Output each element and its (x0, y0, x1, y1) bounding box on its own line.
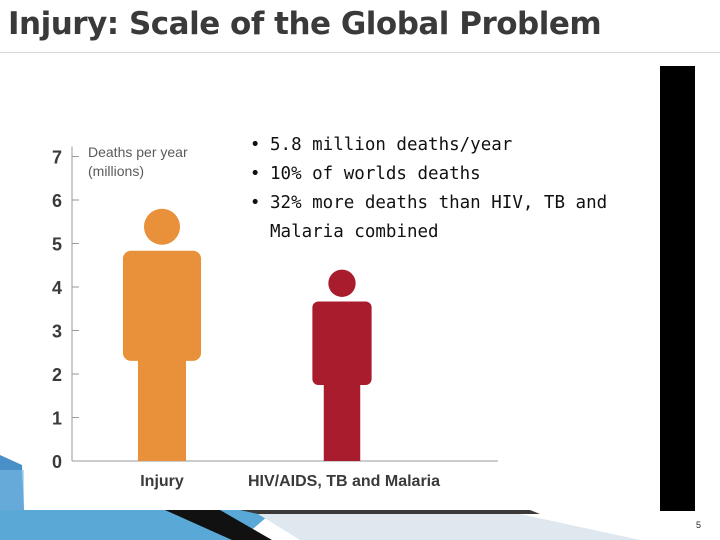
y-tick-label: 7 (52, 148, 62, 168)
decor-blue-light (0, 470, 24, 510)
page-number: 5 (696, 520, 702, 530)
figure-torso (122, 250, 202, 361)
figure-hiv-tb-malaria (312, 269, 372, 461)
bullet-item: 10% of worlds deaths (250, 160, 650, 189)
slide-title: Injury: Scale of the Global Problem (8, 6, 602, 42)
decor-black-stripe (165, 510, 272, 540)
bullet-item: 5.8 million deaths/year (250, 131, 650, 160)
y-tick-label: 3 (52, 322, 62, 342)
black-side-panel (660, 66, 695, 511)
y-axis: 0 1 2 3 4 5 6 7 Deaths per year (millions) (52, 144, 498, 472)
y-tick-label: 5 (52, 235, 62, 255)
slide-decoration (0, 455, 640, 540)
category-label: Injury (140, 473, 184, 490)
bullet-item: 32% more deaths than HIV, TB and Malaria… (250, 189, 650, 247)
y-axis-title: Deaths per year (millions) (88, 144, 188, 179)
figure-injury (122, 208, 202, 461)
y-tick-label: 6 (52, 191, 62, 211)
figures (122, 208, 372, 461)
figure-legs (137, 350, 187, 461)
y-tick-label: 0 (52, 452, 62, 472)
bullet-list: 5.8 million deaths/year 10% of worlds de… (250, 131, 650, 247)
decor-dark-stripe (240, 510, 540, 514)
figure-legs (323, 377, 361, 461)
category-label: HIV/AIDS, TB and Malaria (248, 473, 440, 490)
y-tick-label: 2 (52, 365, 62, 385)
title-divider (0, 52, 720, 53)
figure-torso (312, 301, 372, 386)
category-labels: Injury HIV/AIDS, TB and Malaria (140, 473, 440, 490)
figure-head (328, 269, 356, 297)
y-tick-label: 4 (52, 278, 62, 298)
decor-light-stripe (258, 514, 640, 540)
y-tick-label: 1 (52, 409, 62, 429)
figure-head (143, 208, 181, 245)
